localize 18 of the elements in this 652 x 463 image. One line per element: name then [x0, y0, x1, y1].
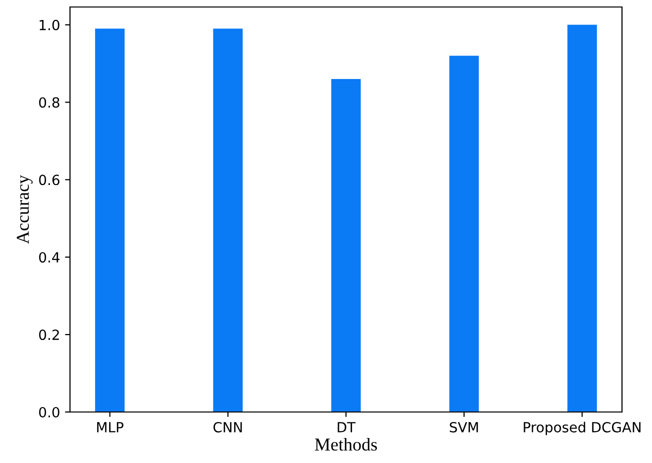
y-tick-label: 0.8	[39, 97, 60, 108]
bar	[213, 28, 243, 412]
y-tick-label: 0.0	[39, 406, 60, 418]
x-tick-label: SVM	[450, 422, 478, 432]
bar	[95, 28, 125, 412]
y-tick-label: 0.2	[39, 330, 59, 340]
x-axis-title: Methods	[314, 438, 377, 451]
x-tick-label: Proposed DCGAN	[524, 422, 640, 436]
x-tick-label: CNN	[213, 422, 242, 432]
y-tick-label: 1.0	[40, 20, 60, 30]
bar	[567, 24, 597, 412]
bar	[331, 79, 361, 412]
x-tick-label: MLP	[97, 422, 124, 432]
y-tick-label: 0.4	[39, 252, 60, 263]
bar	[449, 56, 479, 412]
x-tick-label: DT	[338, 422, 356, 432]
y-axis-title: Accuracy	[16, 174, 33, 244]
y-tick-label: 0.6	[39, 174, 60, 186]
